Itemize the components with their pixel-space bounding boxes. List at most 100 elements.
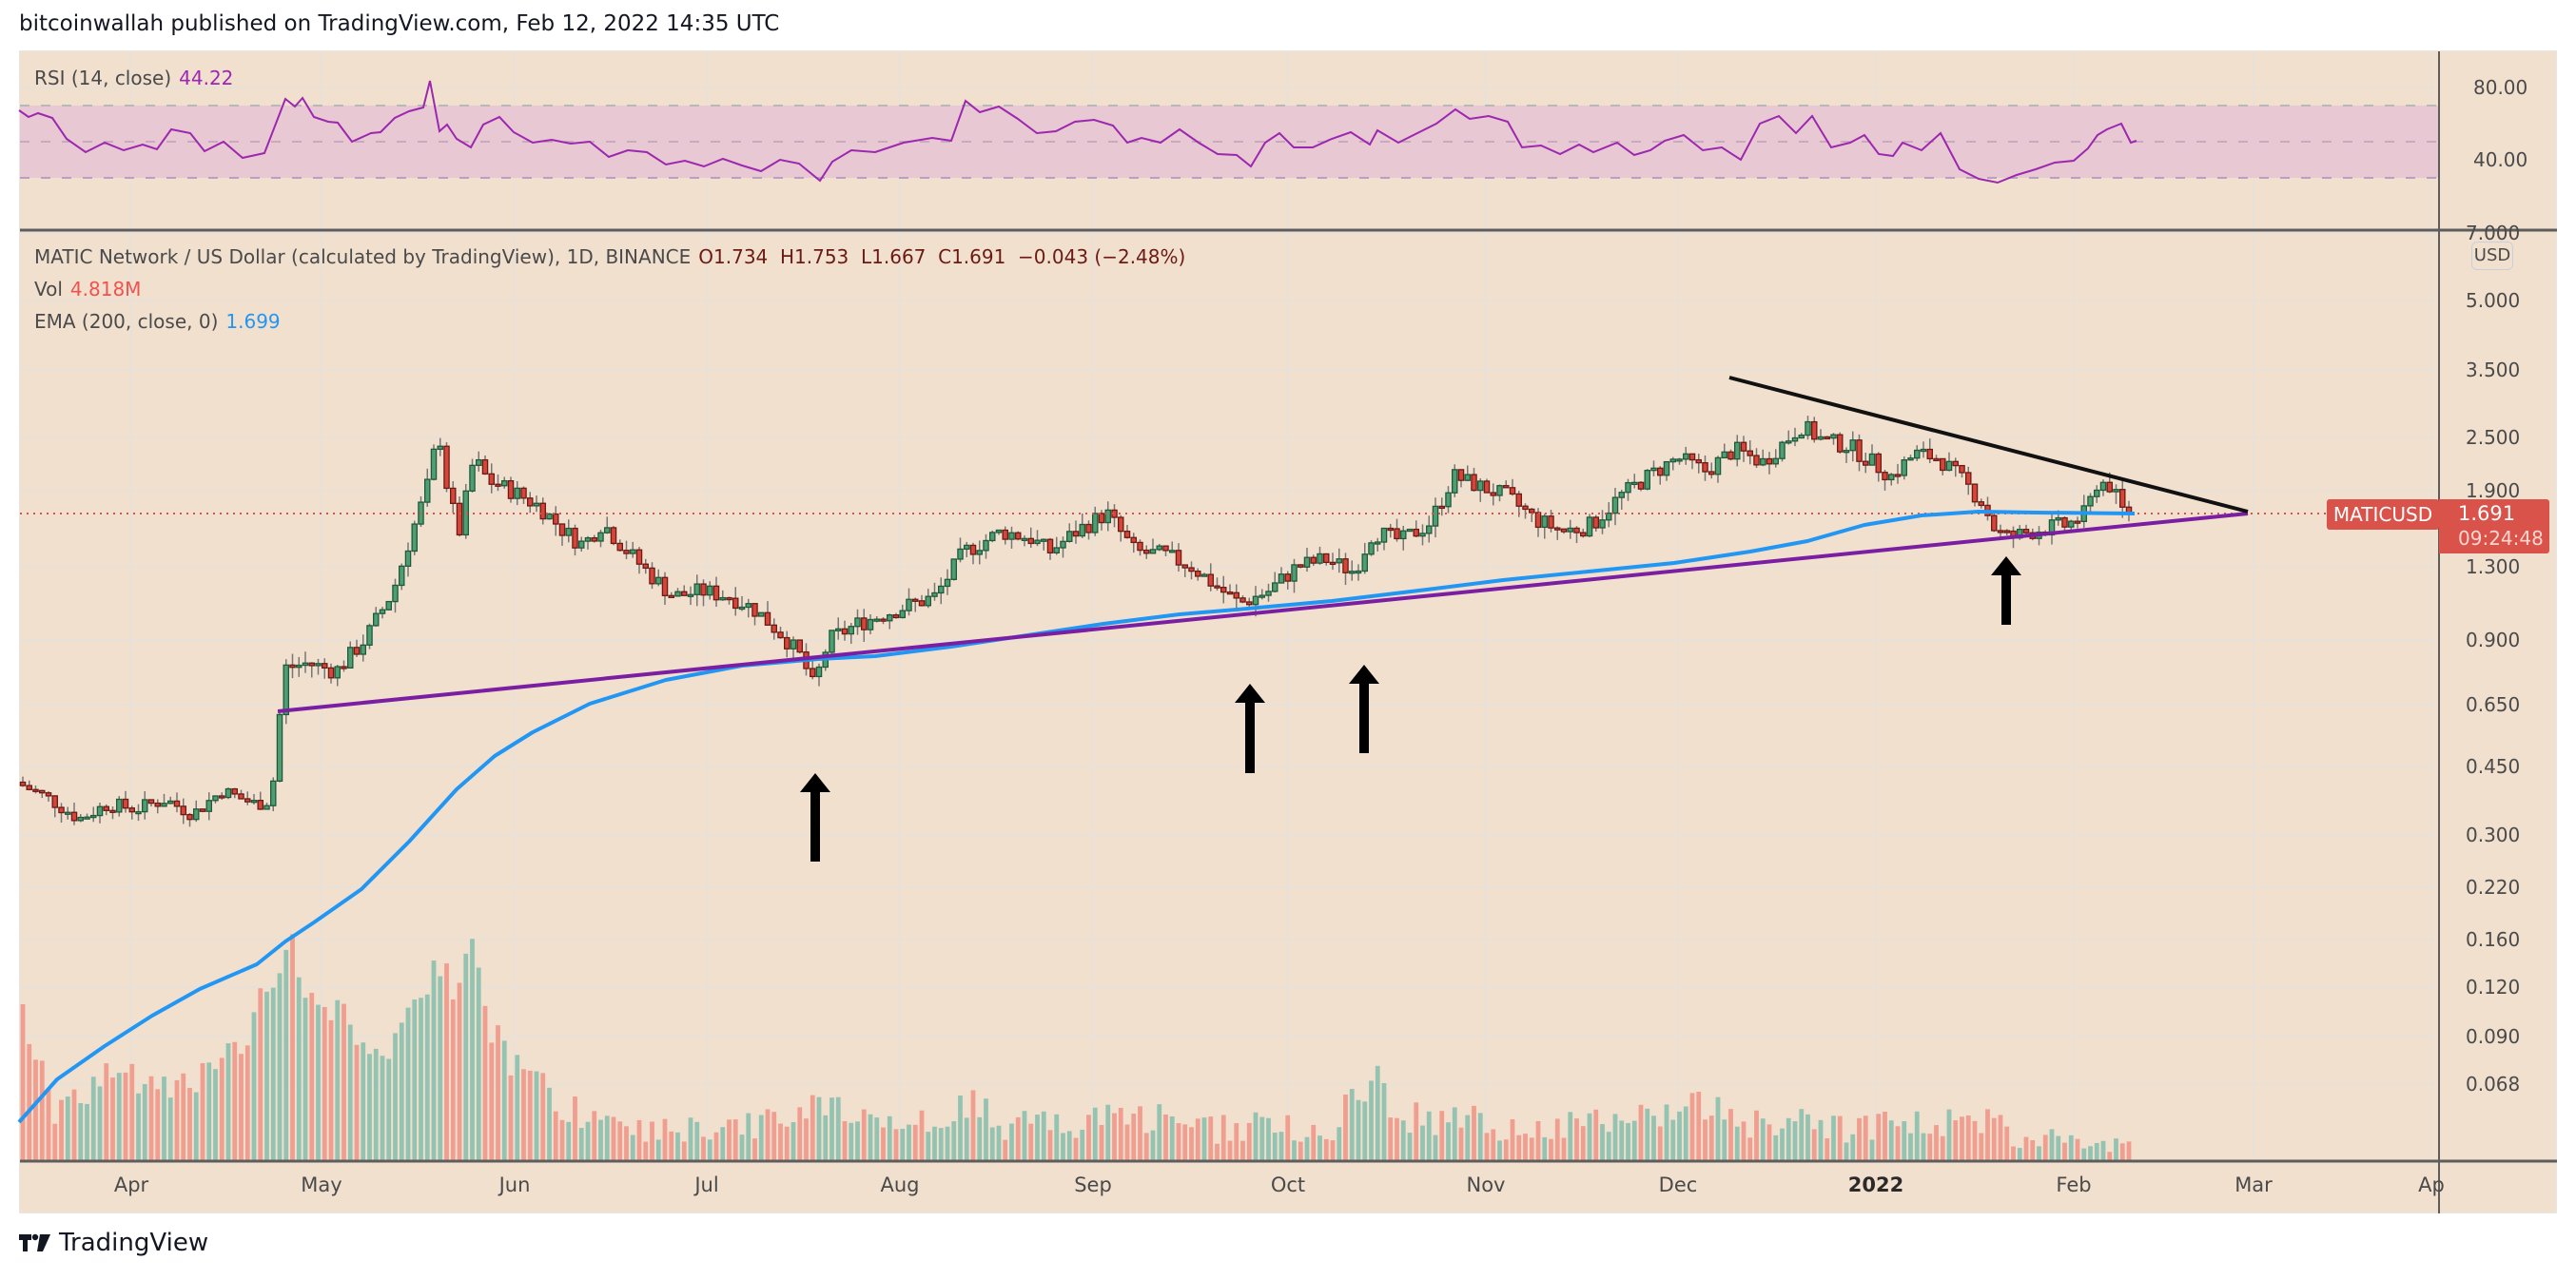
candle-up (1721, 451, 1728, 459)
bar-countdown: 09:24:48 (2458, 527, 2544, 550)
volume-bar (1414, 1102, 1419, 1160)
candle-down (777, 631, 784, 639)
candle-up (976, 550, 984, 555)
candle-down (1894, 474, 1902, 477)
volume-bar (2017, 1148, 2022, 1160)
candle-up (192, 808, 200, 821)
volume-bar (2107, 1152, 2113, 1160)
candle-down (1695, 458, 1703, 464)
candle-up (983, 539, 989, 552)
volume-bar (1458, 1127, 1464, 1160)
candle-down (1214, 585, 1220, 589)
volume-bar (1722, 1119, 1727, 1160)
candle-down (32, 788, 39, 792)
volume-bar (1292, 1140, 1297, 1160)
volume-bar (849, 1122, 854, 1160)
volume-bar (515, 1055, 520, 1160)
volume-bar (162, 1076, 166, 1160)
grid-lines (20, 51, 2439, 1160)
candle-down (58, 806, 65, 814)
candle-up (1034, 539, 1041, 545)
volume-bar (1766, 1124, 1772, 1160)
candle-down (1175, 550, 1182, 566)
currency-badge[interactable]: USD (2471, 242, 2513, 270)
candle-down (1323, 553, 1330, 564)
volume-bar (148, 1076, 154, 1160)
support-trendline (277, 512, 2249, 713)
price-tick-label: 0.068 (2466, 1073, 2521, 1096)
volume-bar (681, 1141, 687, 1160)
candle-down (1188, 567, 1195, 572)
volume-bar (1908, 1133, 1913, 1160)
volume-bar (1626, 1122, 1630, 1160)
volume-bar (887, 1115, 892, 1160)
volume-bar (1638, 1104, 1644, 1160)
volume-bar (1657, 1126, 1663, 1160)
candle-down (1118, 516, 1124, 533)
volume-bar (951, 1121, 957, 1160)
candle-up (392, 584, 399, 603)
candle-up (1169, 550, 1176, 553)
volume-bar (225, 1043, 231, 1160)
volume-bar (573, 1096, 577, 1160)
candle-up (1868, 453, 1876, 466)
candle-down (449, 487, 457, 504)
price-tick-label: 3.500 (2466, 359, 2521, 381)
volume-bar (1124, 1124, 1130, 1160)
ema-legend[interactable]: EMA (200, close, 0) 1.699 (34, 310, 281, 333)
volume-bar (1240, 1140, 1245, 1160)
volume-bar (1400, 1120, 1406, 1160)
rsi-legend[interactable]: RSI (14, close) 44.22 (34, 67, 233, 89)
volume-bar (1343, 1094, 1348, 1160)
volume-bar (1895, 1126, 1901, 1160)
candle-up (2093, 489, 2100, 497)
volume-legend[interactable]: Vol 4.818M (34, 278, 141, 301)
volume-bar (1215, 1143, 1220, 1160)
candle-down (1811, 420, 1818, 440)
volume-bar (393, 1033, 398, 1160)
candle-up (437, 445, 443, 451)
tradingview-logo[interactable]: TradingView (19, 1229, 208, 1257)
candle-down (1940, 457, 1946, 472)
volume-bar (604, 1115, 610, 1160)
candle-down (1708, 471, 1715, 475)
candle-up (1053, 547, 1061, 553)
volume-bar (617, 1121, 623, 1160)
candle-down (861, 617, 868, 630)
volume-bar (650, 1121, 654, 1160)
time-tick-label: Dec (1658, 1173, 1698, 1196)
volume-bar (1811, 1129, 1817, 1160)
volume-bar (1138, 1106, 1142, 1160)
price-tick-label: 0.220 (2466, 876, 2521, 899)
symbol-legend[interactable]: MATIC Network / US Dollar (calculated by… (34, 245, 1185, 268)
price-tick-label: 0.300 (2466, 824, 2521, 846)
candle-down (2118, 489, 2126, 508)
time-tick-label: Jun (498, 1173, 531, 1196)
candle-down (154, 802, 161, 807)
candle-up (1156, 545, 1163, 551)
price-tick-label: 0.650 (2466, 693, 2521, 716)
volume-bar (1883, 1111, 1887, 1160)
candle-down (109, 809, 116, 813)
volume-bar (720, 1127, 726, 1160)
volume-bar (1734, 1126, 1740, 1160)
volume-bar (1940, 1135, 1945, 1160)
candle-down (443, 445, 450, 490)
volume-bar (1869, 1139, 1875, 1160)
ema-200-line (17, 510, 2136, 1124)
candle-down (764, 611, 771, 626)
volume-bar (1491, 1129, 1496, 1160)
volume-bar (1902, 1120, 1907, 1160)
candle-up (283, 664, 289, 716)
volume-bar (1760, 1118, 1766, 1160)
candle-up (1104, 509, 1112, 524)
candle-down (147, 799, 155, 805)
volume-bar (1285, 1115, 1291, 1160)
volume-bar (1529, 1137, 1534, 1160)
volume-bar (1272, 1132, 1278, 1160)
volume-bar (1015, 1116, 1021, 1160)
candle-up (1291, 564, 1298, 582)
candle-up (938, 585, 945, 594)
candle-down (507, 479, 515, 499)
